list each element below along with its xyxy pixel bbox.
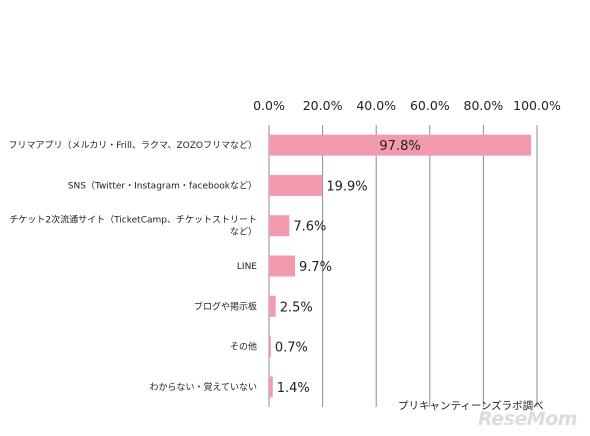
bar [269, 134, 532, 156]
bar [269, 336, 271, 358]
category-label: ブログや掲示板 [194, 300, 257, 312]
gridlines [268, 125, 538, 407]
category-label: フリマアプリ（メルカリ・Frill、ラクマ、ZOZOフリマなど） [8, 140, 257, 151]
data-label: 2.5% [280, 300, 313, 315]
data-label: 1.4% [277, 381, 310, 396]
data-label: 7.6% [293, 220, 326, 235]
category-label: SNS（Twitter・Instagram・facebookなど） [68, 180, 257, 191]
category-label: わからない・覚えていない [149, 381, 257, 393]
bar [269, 295, 276, 317]
data-label: 97.8% [379, 139, 420, 154]
x-tick-labels: 0.0% 20.0% 40.0% 60.0% 80.0% 100.0% [253, 98, 561, 113]
category-label: その他 [230, 341, 257, 353]
x-tick-label: 80.0% [464, 98, 504, 113]
data-label: 9.7% [299, 260, 332, 275]
category-label: LINE [237, 262, 257, 272]
x-tick-label: 40.0% [356, 98, 396, 113]
category-labels: フリマアプリ（メルカリ・Frill、ラクマ、ZOZOフリマなど） SNS（Twit… [8, 140, 257, 393]
category-label: など） [230, 227, 257, 238]
resemom-logo: ReseMom [478, 408, 578, 430]
bar [269, 215, 290, 237]
bar [269, 174, 323, 196]
data-label: 0.7% [275, 341, 308, 356]
x-tick-label: 0.0% [253, 98, 285, 113]
bars [269, 134, 532, 398]
data-labels: 97.8% 19.9% 7.6% 9.7% 2.5% 0.7% 1.4% [275, 139, 421, 396]
source-note: プリキャンティーンズラボ調べ [398, 400, 544, 412]
data-label: 19.9% [326, 179, 367, 194]
x-tick-label: 20.0% [303, 98, 343, 113]
bar [269, 376, 273, 398]
category-label: チケット2次流通サイト（TicketCamp、チケットストリート [9, 214, 257, 226]
bar [269, 255, 295, 277]
x-tick-label: 60.0% [410, 98, 450, 113]
x-tick-label: 100.0% [513, 98, 561, 113]
